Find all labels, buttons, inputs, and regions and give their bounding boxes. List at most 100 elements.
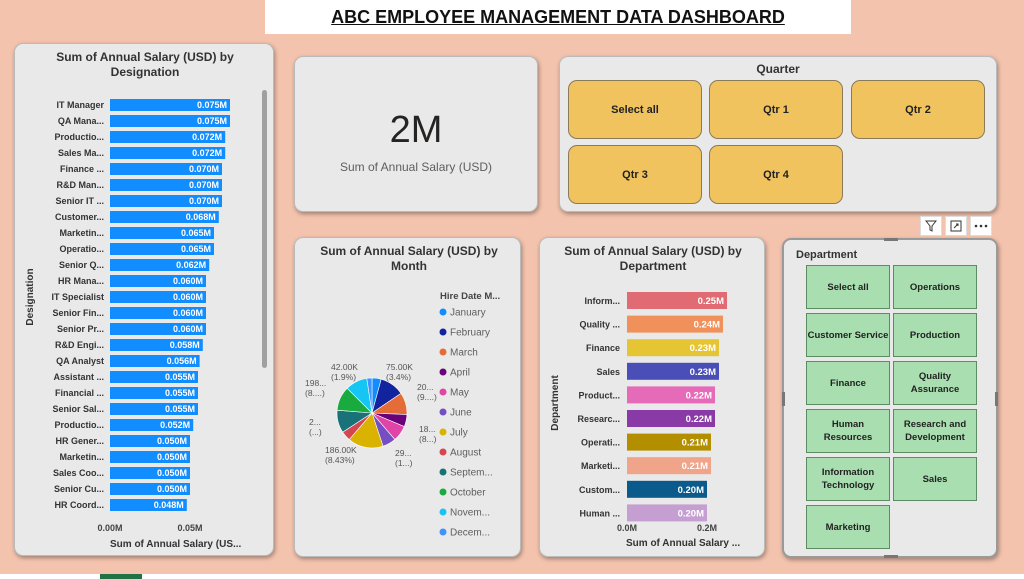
department-option-research-and-development[interactable]: Research and Development bbox=[893, 409, 977, 453]
pie-legend-marker bbox=[439, 428, 447, 436]
designation-category-label: IT Manager bbox=[56, 100, 104, 110]
department-chart-card[interactable]: Sum of Annual Salary (USD) by Department… bbox=[539, 237, 765, 557]
focus-mode-icon[interactable] bbox=[945, 216, 967, 236]
department-data-label: 0.22M bbox=[686, 390, 712, 401]
pie-data-label-value: 42.00K bbox=[331, 362, 358, 372]
designation-chart-card[interactable]: Sum of Annual Salary (USD) by Designatio… bbox=[14, 43, 274, 556]
designation-category-label: Marketin... bbox=[59, 228, 104, 238]
designation-category-label: Senior Fin... bbox=[52, 308, 104, 318]
pie-legend-marker bbox=[439, 528, 447, 536]
dashboard-title: ABC EMPLOYEE MANAGEMENT DATA DASHBOARD bbox=[331, 6, 785, 27]
pie-legend-item: June bbox=[450, 408, 472, 419]
more-options-icon[interactable] bbox=[970, 216, 992, 236]
designation-bar bbox=[110, 419, 194, 431]
designation-x-tick-label: 0.05M bbox=[177, 523, 202, 533]
designation-category-label: Marketin... bbox=[59, 452, 104, 462]
designation-data-label: 0.056M bbox=[167, 356, 197, 366]
designation-y-axis-label: Designation bbox=[25, 268, 36, 325]
resize-handle-right[interactable] bbox=[995, 392, 998, 406]
designation-data-label: 0.055M bbox=[165, 388, 195, 398]
designation-data-label: 0.065M bbox=[181, 244, 211, 254]
designation-x-tick-label: 0.00M bbox=[97, 523, 122, 533]
department-data-label: 0.22M bbox=[686, 414, 712, 425]
resize-handle-bottom[interactable] bbox=[884, 555, 898, 558]
filter-icon[interactable] bbox=[920, 216, 942, 236]
pie-legend-marker bbox=[439, 368, 447, 376]
designation-category-label: Senior Q... bbox=[59, 260, 104, 270]
department-bar bbox=[627, 362, 719, 380]
quarter-option-qtr-1[interactable]: Qtr 1 bbox=[709, 80, 843, 139]
designation-bar bbox=[110, 451, 190, 463]
month-pie-chart-card[interactable]: Sum of Annual Salary (USD) by Month 75.0… bbox=[294, 237, 521, 557]
department-slicer: Department Select all Operations Custome… bbox=[782, 238, 998, 558]
designation-category-label: Assistant ... bbox=[53, 372, 104, 382]
pie-legend-marker bbox=[439, 468, 447, 476]
department-option-quality-assurance[interactable]: Quality Assurance bbox=[893, 361, 977, 405]
designation-data-label: 0.072M bbox=[192, 148, 222, 158]
designation-category-label: Productio... bbox=[55, 132, 105, 142]
month-chart-title: Sum of Annual Salary (USD) by Month bbox=[320, 244, 498, 273]
department-category-label: Product... bbox=[578, 390, 620, 400]
department-category-label: Researc... bbox=[577, 414, 620, 424]
pie-legend-item: Decem... bbox=[450, 528, 490, 539]
designation-bar bbox=[110, 467, 190, 479]
designation-category-label: QA Analyst bbox=[56, 356, 104, 366]
designation-category-label: Senior Pr... bbox=[57, 324, 104, 334]
department-option-operations[interactable]: Operations bbox=[893, 265, 977, 309]
dashboard-title-bar: ABC EMPLOYEE MANAGEMENT DATA DASHBOARD bbox=[265, 0, 851, 34]
quarter-option-qtr-3[interactable]: Qtr 3 bbox=[568, 145, 702, 204]
pie-legend-item: January bbox=[450, 308, 486, 319]
designation-chart-scrollbar[interactable] bbox=[262, 90, 267, 368]
designation-category-label: Senior Sal... bbox=[52, 404, 104, 414]
quarter-option-qtr-2[interactable]: Qtr 2 bbox=[851, 80, 985, 139]
quarter-option-select-all[interactable]: Select all bbox=[568, 80, 702, 139]
pie-data-label-percent: (...) bbox=[309, 427, 322, 437]
kpi-label: Sum of Annual Salary (USD) bbox=[339, 160, 493, 174]
designation-category-label: R&D Engi... bbox=[55, 340, 104, 350]
department-option-select-all[interactable]: Select all bbox=[806, 265, 890, 309]
pie-data-label-percent: (8.43%) bbox=[325, 455, 355, 465]
department-option-customer-service[interactable]: Customer Service bbox=[806, 313, 890, 357]
kpi-value: 2M bbox=[389, 109, 443, 151]
designation-category-label: Finance ... bbox=[60, 164, 104, 174]
department-category-label: Custom... bbox=[579, 485, 620, 495]
designation-category-label: Customer... bbox=[55, 212, 104, 222]
quarter-option-qtr-4[interactable]: Qtr 4 bbox=[709, 145, 843, 204]
department-bar bbox=[627, 339, 719, 357]
department-option-sales[interactable]: Sales bbox=[893, 457, 977, 501]
department-data-label: 0.20M bbox=[678, 508, 704, 519]
department-option-production[interactable]: Production bbox=[893, 313, 977, 357]
pie-legend-marker bbox=[439, 328, 447, 336]
department-bar bbox=[627, 292, 727, 309]
designation-category-label: HR Gener... bbox=[55, 436, 104, 446]
designation-data-label: 0.055M bbox=[165, 372, 195, 382]
designation-x-axis-label: Sum of Annual Salary (US... bbox=[110, 539, 242, 550]
department-option-human-resources[interactable]: Human Resources bbox=[806, 409, 890, 453]
pie-data-label-percent: (1.9%) bbox=[331, 372, 356, 382]
kpi-card: 2M Sum of Annual Salary (USD) bbox=[294, 56, 538, 212]
department-option-information-technology[interactable]: Information Technology bbox=[806, 457, 890, 501]
department-data-label: 0.21M bbox=[682, 461, 708, 472]
department-category-label: Sales bbox=[596, 367, 620, 377]
designation-bar bbox=[110, 499, 187, 511]
department-data-label: 0.21M bbox=[682, 438, 708, 449]
department-category-label: Quality ... bbox=[579, 320, 620, 330]
department-option-finance[interactable]: Finance bbox=[806, 361, 890, 405]
pie-legend-item: August bbox=[450, 448, 481, 459]
designation-bar bbox=[110, 371, 198, 383]
designation-bar bbox=[110, 179, 222, 191]
designation-bar bbox=[110, 243, 214, 255]
designation-category-label: Senior IT ... bbox=[55, 196, 104, 206]
department-x-tick-label: 0.2M bbox=[697, 523, 717, 533]
resize-handle-left[interactable] bbox=[782, 392, 785, 406]
resize-handle-top[interactable] bbox=[884, 238, 898, 241]
designation-bar bbox=[110, 291, 206, 303]
pie-data-label-value: 18... bbox=[419, 424, 436, 434]
designation-bar bbox=[110, 387, 198, 399]
pie-legend-item: March bbox=[450, 348, 478, 359]
department-option-marketing[interactable]: Marketing bbox=[806, 505, 890, 549]
page-tab-active[interactable] bbox=[100, 574, 142, 579]
department-category-label: Human ... bbox=[579, 508, 620, 518]
pie-legend-item: Novem... bbox=[450, 508, 490, 519]
pie-legend-marker bbox=[439, 388, 447, 396]
